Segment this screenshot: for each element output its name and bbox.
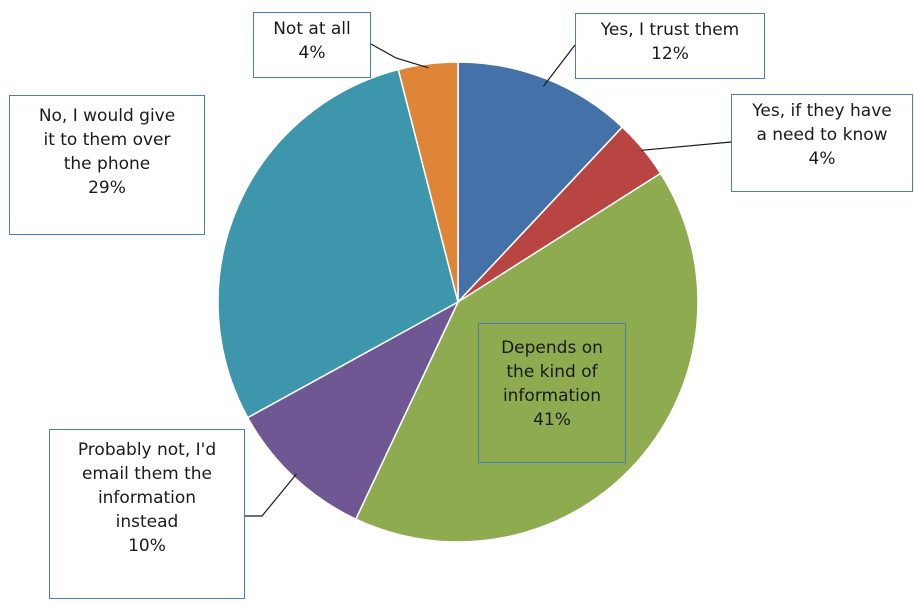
data-label-text: information <box>502 386 602 406</box>
data-label-text: it to them over <box>43 130 171 150</box>
leader-line-yes-trust <box>542 44 576 87</box>
leader-line-not-at-all <box>370 43 429 69</box>
data-label-percent: 4% <box>808 149 836 169</box>
data-label-text: Yes, if they have <box>752 101 892 121</box>
pie-slice-depends <box>354 172 699 543</box>
data-label-text: a need to know <box>756 125 888 145</box>
data-label-text: the phone <box>63 154 151 174</box>
leader-line-probably-not <box>245 473 297 517</box>
data-label-text: Not at all <box>273 19 351 39</box>
data-label-percent: 4% <box>298 43 326 63</box>
data-label-not-at-all: Not at all 4% <box>253 12 371 78</box>
leader-line-yes-need-to-know <box>641 141 732 151</box>
data-label-text: No, I would give <box>38 106 176 126</box>
data-label-no-phone: No, I would give it to them over the pho… <box>9 95 205 235</box>
data-label-depends: Depends on the kind of information 41% <box>478 323 626 463</box>
data-label-yes-need-to-know: Yes, if they have a need to know 4% <box>731 94 913 192</box>
data-label-percent: 41% <box>533 410 571 430</box>
data-label-text: Probably not, I'd <box>77 440 217 460</box>
data-label-text: information <box>97 488 197 508</box>
leader-lines <box>245 43 732 517</box>
pie-slice-yes-trust <box>457 61 624 304</box>
data-label-text: the kind of <box>506 362 598 382</box>
pie-slice-not-at-all <box>397 61 459 303</box>
data-label-percent: 12% <box>651 44 689 64</box>
data-label-percent: 10% <box>128 536 166 556</box>
data-label-yes-trust: Yes, I trust them 12% <box>575 13 765 79</box>
pie-slices <box>217 61 699 543</box>
data-label-text: email them the <box>81 464 213 484</box>
data-label-percent: 29% <box>88 178 126 198</box>
data-label-text: Depends on <box>501 338 603 358</box>
pie-slice-no-phone <box>217 68 459 419</box>
data-label-text: instead <box>115 512 179 532</box>
data-label-probably-not: Probably not, I'd email them the informa… <box>49 429 245 599</box>
data-label-text: Yes, I trust them <box>600 20 740 40</box>
